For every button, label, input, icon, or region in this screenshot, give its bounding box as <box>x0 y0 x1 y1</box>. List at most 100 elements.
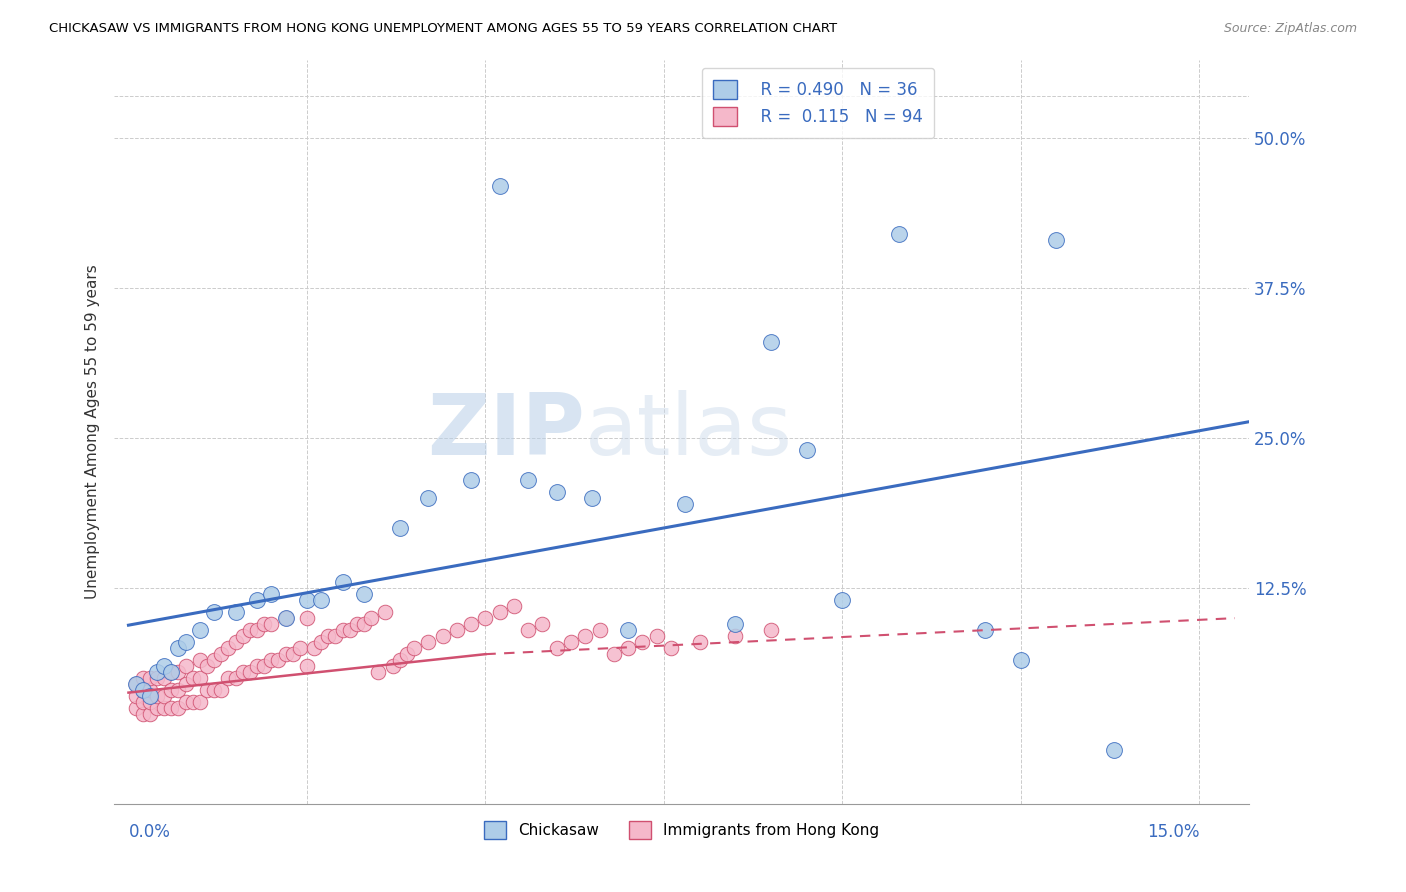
Point <box>188 671 211 685</box>
Point <box>124 690 146 704</box>
Point <box>160 665 183 680</box>
Point <box>603 647 626 661</box>
Point <box>239 623 262 637</box>
Point <box>974 623 997 637</box>
Point <box>673 497 696 511</box>
Point <box>253 617 276 632</box>
Point <box>188 695 211 709</box>
Point <box>202 683 225 698</box>
Point <box>260 587 283 601</box>
Point <box>167 665 190 680</box>
Point <box>260 617 283 632</box>
Point <box>531 617 554 632</box>
Point <box>124 701 146 715</box>
Point <box>353 587 375 601</box>
Point <box>139 690 162 704</box>
Point <box>188 653 211 667</box>
Point <box>759 623 782 637</box>
Point <box>153 659 176 673</box>
Point <box>195 683 218 698</box>
Point <box>517 473 540 487</box>
Point <box>517 623 540 637</box>
Text: atlas: atlas <box>585 391 793 474</box>
Point <box>446 623 468 637</box>
Point <box>724 617 747 632</box>
Point <box>160 701 183 715</box>
Point <box>395 647 418 661</box>
Point <box>232 665 254 680</box>
Legend: Chickasaw, Immigrants from Hong Kong: Chickasaw, Immigrants from Hong Kong <box>478 815 886 845</box>
Point <box>432 629 454 643</box>
Point <box>167 701 190 715</box>
Y-axis label: Unemployment Among Ages 55 to 59 years: Unemployment Among Ages 55 to 59 years <box>86 265 100 599</box>
Point <box>402 641 425 656</box>
Point <box>309 593 332 607</box>
Point <box>167 641 190 656</box>
Point <box>374 605 396 619</box>
Point <box>139 671 162 685</box>
Point <box>246 659 269 673</box>
Point <box>388 521 411 535</box>
Point <box>281 647 304 661</box>
Point <box>153 671 176 685</box>
Point <box>889 227 911 241</box>
Point <box>146 671 169 685</box>
Point <box>132 707 155 722</box>
Point <box>202 653 225 667</box>
Text: Source: ZipAtlas.com: Source: ZipAtlas.com <box>1223 22 1357 36</box>
Point <box>318 629 340 643</box>
Point <box>617 641 640 656</box>
Point <box>418 491 440 505</box>
Point <box>139 683 162 698</box>
Point <box>295 611 318 625</box>
Point <box>132 683 155 698</box>
Point <box>474 611 496 625</box>
Point <box>360 611 382 625</box>
Point <box>146 701 169 715</box>
Point <box>274 611 297 625</box>
Point <box>225 635 247 649</box>
Point <box>295 659 318 673</box>
Point <box>139 707 162 722</box>
Point <box>631 635 654 649</box>
Point <box>581 491 603 505</box>
Point <box>132 671 155 685</box>
Point <box>302 641 325 656</box>
Point <box>124 677 146 691</box>
Point <box>645 629 668 643</box>
Point <box>217 671 239 685</box>
Point <box>418 635 440 649</box>
Point <box>346 617 368 632</box>
Text: 15.0%: 15.0% <box>1147 823 1199 841</box>
Point <box>167 683 190 698</box>
Point <box>339 623 361 637</box>
Point <box>488 178 510 193</box>
Point <box>460 617 482 632</box>
Point <box>460 473 482 487</box>
Point <box>560 635 582 649</box>
Point <box>488 605 510 619</box>
Text: ZIP: ZIP <box>427 391 585 474</box>
Point <box>174 695 197 709</box>
Point <box>588 623 610 637</box>
Text: 0.0%: 0.0% <box>128 823 170 841</box>
Point <box>260 653 283 667</box>
Point <box>188 623 211 637</box>
Point <box>146 665 169 680</box>
Point <box>267 653 290 667</box>
Point <box>195 659 218 673</box>
Point <box>174 659 197 673</box>
Point <box>132 695 155 709</box>
Point <box>239 665 262 680</box>
Point <box>295 593 318 607</box>
Point <box>209 683 232 698</box>
Point <box>225 605 247 619</box>
Point <box>124 677 146 691</box>
Point <box>132 683 155 698</box>
Point <box>546 641 568 656</box>
Point <box>174 635 197 649</box>
Point <box>232 629 254 643</box>
Point <box>153 690 176 704</box>
Point <box>160 665 183 680</box>
Point <box>253 659 276 673</box>
